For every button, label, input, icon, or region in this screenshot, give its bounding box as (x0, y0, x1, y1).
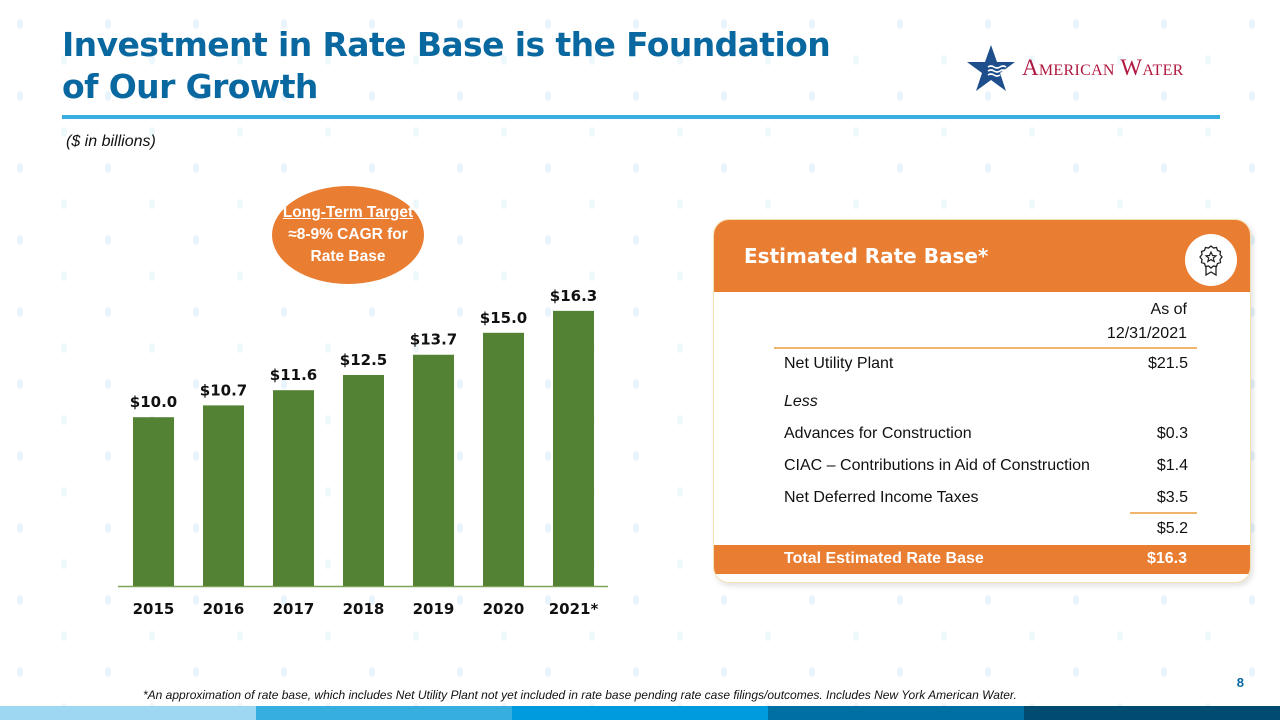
x-tick-label: 2017 (273, 600, 315, 618)
x-tick-label: 2015 (133, 600, 175, 618)
data-label: $12.5 (340, 351, 387, 369)
page-title: Investment in Rate Base is the Foundatio… (62, 24, 842, 108)
row-value: $21.5 (1147, 355, 1188, 372)
subtotal-underline (1130, 512, 1197, 514)
data-label: $16.3 (550, 287, 597, 305)
row-value: $3.5 (1156, 489, 1188, 506)
data-label: $10.0 (130, 393, 177, 411)
header-underline (774, 347, 1197, 349)
subtotal-value: $5.2 (1156, 520, 1188, 537)
page-title-line2: of Our Growth (62, 67, 318, 106)
data-label: $10.7 (200, 381, 247, 399)
bar-2020 (483, 332, 524, 586)
row-label: Net Deferred Income Taxes (784, 489, 979, 506)
table-row: Net Deferred Income Taxes $3.5 (784, 489, 1188, 507)
rate-base-bar-chart: $10.0 2015 $10.7 2016 $11.6 2017 $12.5 2018 $13.… (118, 287, 608, 618)
total-row: Total Estimated Rate Base $16.3 (714, 545, 1250, 574)
callout-line3: Rate Base (310, 248, 386, 265)
table-row: CIAC – Contributions in Aid of Construct… (784, 457, 1188, 475)
data-label: $15.0 (480, 309, 527, 327)
x-tick-label: 2016 (203, 600, 245, 618)
x-tick-label: 2019 (413, 600, 455, 618)
company-logo: American Water (966, 42, 1226, 94)
page-title-line1: Investment in Rate Base is the Foundatio… (62, 25, 831, 64)
estimated-rate-base-card: Estimated Rate Base* As of 12/31/2021 Ne… (713, 219, 1251, 583)
row-label: CIAC – Contributions in Aid of Construct… (784, 457, 1090, 474)
table-row: Less (784, 393, 1188, 411)
units-note: ($ in billions) (66, 133, 156, 150)
stripe-segment (768, 706, 1024, 720)
row-value: $0.3 (1156, 425, 1188, 442)
bar-2021 (553, 310, 594, 586)
stripe-segment (0, 706, 256, 720)
footnote: *An approximation of rate base, which in… (143, 688, 1017, 702)
row-value: $1.4 (1156, 457, 1188, 474)
award-ribbon-icon (1199, 245, 1223, 276)
page-number: 8 (1236, 675, 1244, 690)
data-label: $11.6 (270, 366, 317, 384)
table-row: $5.2 (784, 520, 1188, 538)
x-tick-label: 2021* (549, 600, 599, 618)
bar-2016 (203, 405, 244, 586)
x-tick-label: 2020 (483, 600, 525, 618)
star-with-waves-icon (967, 45, 1015, 91)
bar-2015 (133, 417, 174, 586)
total-value: $16.3 (1146, 550, 1187, 567)
callout-line2: ≈8-9% CAGR for (288, 226, 408, 243)
award-badge (1185, 234, 1237, 286)
table-row: Advances for Construction $0.3 (784, 425, 1188, 443)
data-label: $13.7 (410, 331, 457, 349)
column-header-line1: As of (1150, 301, 1187, 318)
bar-2018 (343, 375, 384, 586)
row-label: Net Utility Plant (784, 355, 894, 372)
callout-heading: Long-Term Target (282, 204, 414, 221)
row-label: Less (784, 393, 818, 410)
table-row: Net Utility Plant $21.5 (784, 355, 1188, 373)
long-term-target-callout: Long-Term Target ≈8-9% CAGR for Rate Bas… (272, 186, 424, 284)
total-label: Total Estimated Rate Base (784, 550, 984, 567)
column-header: As of 12/31/2021 (1107, 298, 1187, 346)
row-label: Advances for Construction (784, 425, 972, 442)
stripe-segment (256, 706, 512, 720)
card-header: Estimated Rate Base* (714, 220, 1250, 292)
column-header-line2: 12/31/2021 (1106, 325, 1187, 342)
footer-color-stripe (0, 706, 1280, 720)
x-tick-label: 2018 (343, 600, 385, 618)
bar-2019 (413, 354, 454, 586)
title-divider (62, 115, 1220, 119)
stripe-segment (1024, 706, 1280, 720)
card-title: Estimated Rate Base* (744, 244, 989, 268)
stripe-segment (512, 706, 768, 720)
logo-wordmark: American Water (1022, 55, 1184, 80)
bar-2017 (273, 390, 314, 586)
